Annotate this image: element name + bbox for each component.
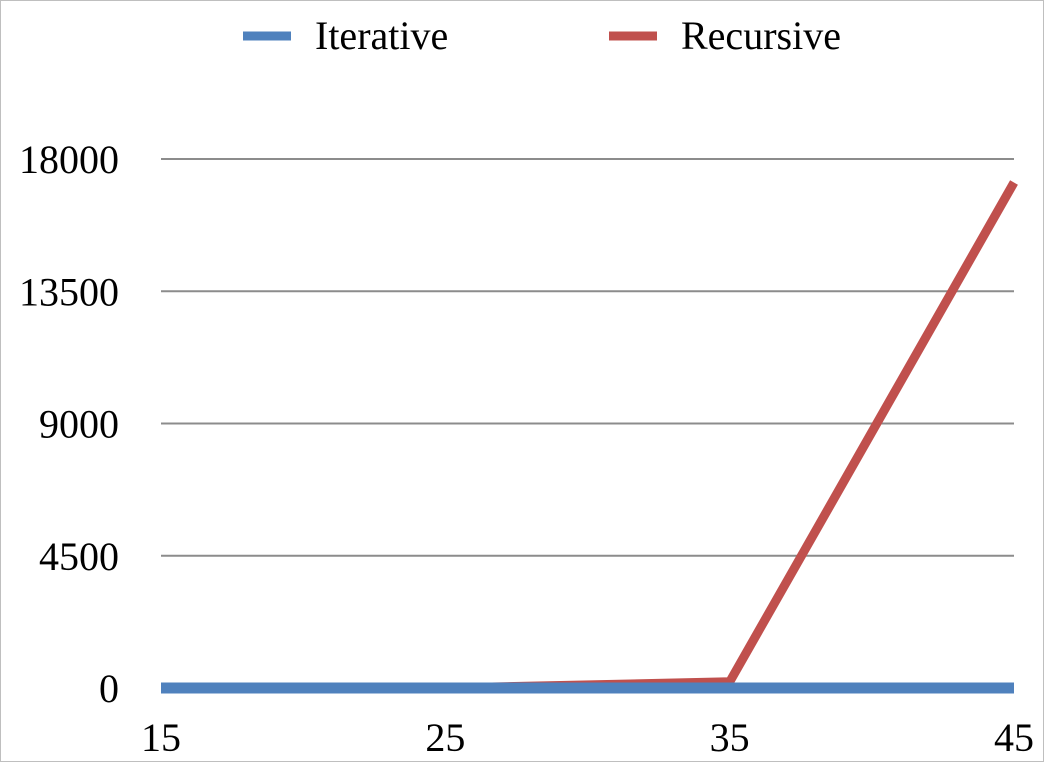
y-axis-ticks: 0 4500 9000 13500 18000 (19, 137, 119, 711)
series-line-recursive (161, 180, 1018, 693)
y-tick-label: 13500 (19, 269, 119, 314)
x-axis-ticks: 15 25 35 45 (141, 715, 1034, 760)
x-tick-label: 25 (425, 715, 465, 760)
y-tick-label: 9000 (39, 402, 119, 447)
legend-label-iterative: Iterative (315, 13, 448, 58)
y-tick-label: 4500 (39, 534, 119, 579)
legend-label-recursive: Recursive (681, 13, 841, 58)
y-tick-label: 18000 (19, 137, 119, 182)
x-tick-label: 35 (710, 715, 750, 760)
gridlines (161, 158, 1014, 557)
x-tick-label: 15 (141, 715, 181, 760)
legend: Iterative Recursive (243, 13, 841, 58)
series-lines (161, 180, 1018, 694)
y-tick-label: 0 (99, 666, 119, 711)
x-tick-label: 45 (994, 715, 1034, 760)
